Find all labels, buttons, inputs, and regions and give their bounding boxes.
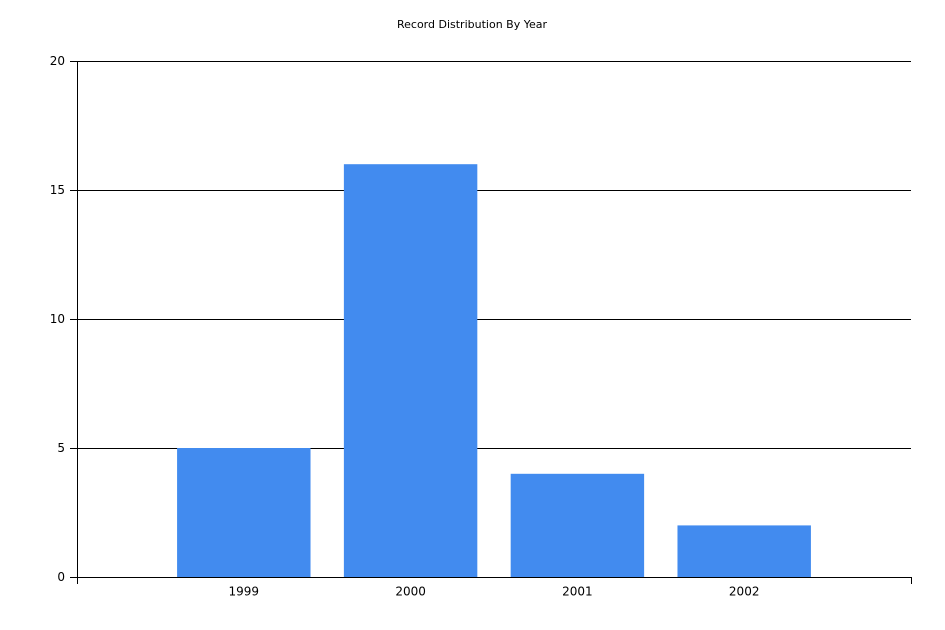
x-tick-label: 2000 [395,585,426,599]
bar [677,525,811,577]
x-tick-label: 2002 [729,585,760,599]
bar [177,448,311,577]
y-tick-label: 0 [57,570,65,584]
y-tick-label: 15 [50,183,65,197]
y-tick-label: 20 [50,54,65,68]
bar [510,473,645,577]
y-tick-label: 5 [57,441,65,455]
bar [343,164,478,577]
y-tick-label: 10 [50,312,65,326]
chart-title: Record Distribution By Year [397,18,547,31]
x-tick-label: 2001 [562,585,593,599]
x-tick-label: 1999 [229,585,260,599]
